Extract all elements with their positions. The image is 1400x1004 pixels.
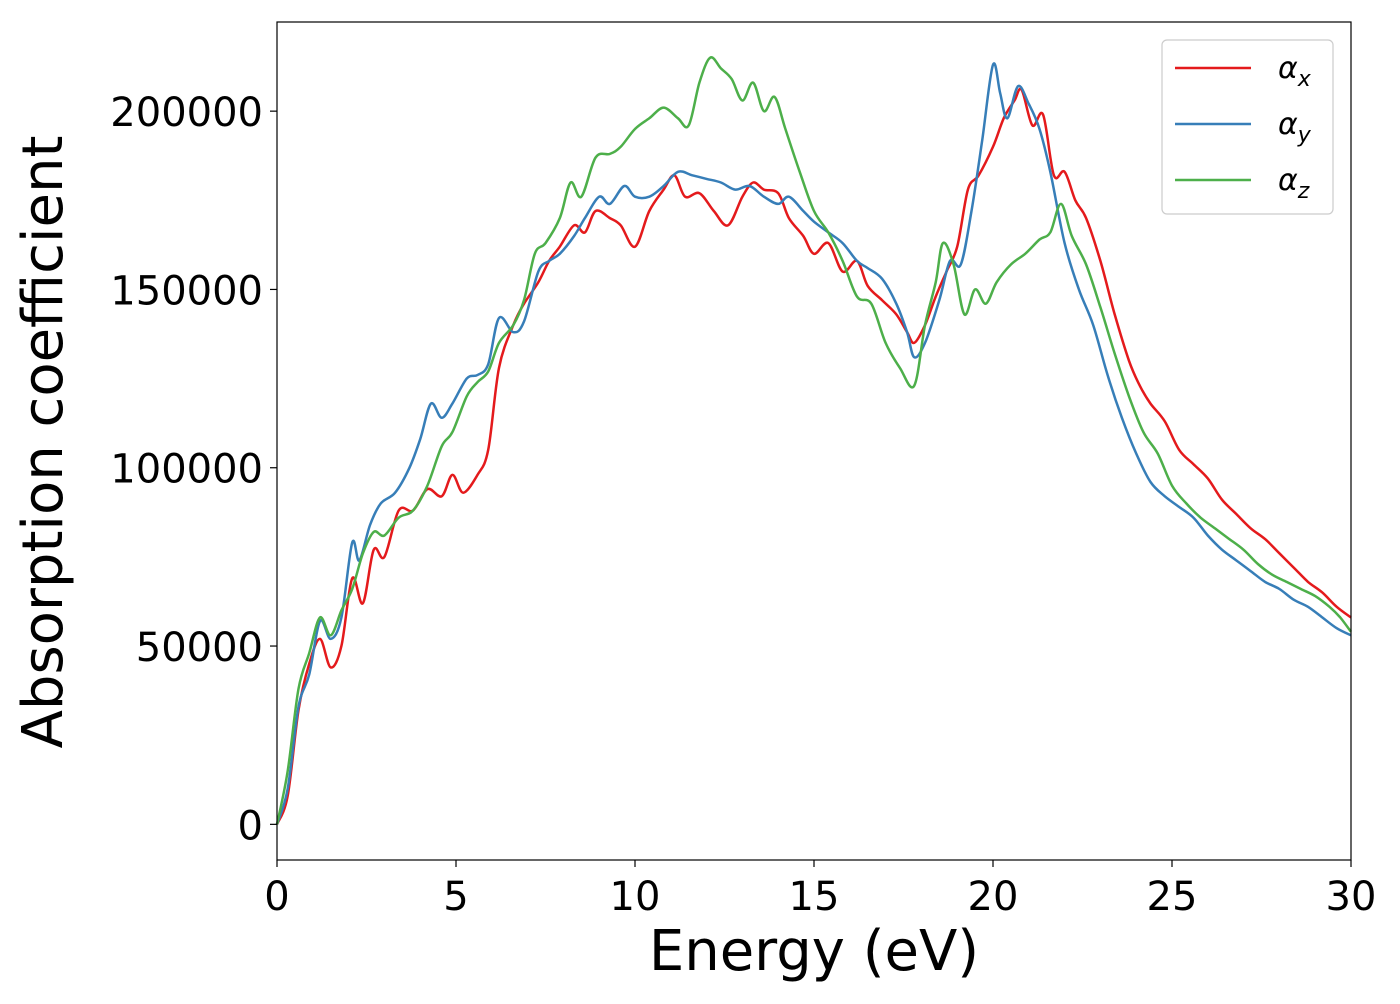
y-axis-ticks: 0 50000 100000 150000 200000 <box>110 90 277 849</box>
y-tick-label: 50000 <box>136 625 263 671</box>
x-tick-label: 30 <box>1326 874 1377 920</box>
x-tick-label: 15 <box>789 874 840 920</box>
y-tick-label: 100000 <box>110 447 263 493</box>
series-line-z <box>275 56 1353 825</box>
legend-box <box>1161 39 1334 215</box>
x-axis-label: Energy (eV) <box>649 919 979 984</box>
x-tick-label: 20 <box>968 874 1019 920</box>
legend-label-z: αz <box>1278 163 1310 204</box>
x-tick-label: 25 <box>1147 874 1198 920</box>
legend-label-y: αy <box>1278 107 1312 148</box>
y-tick-label: 0 <box>238 803 263 849</box>
legend: αx αy αz <box>1161 39 1334 215</box>
x-tick-label: 5 <box>443 874 468 920</box>
y-axis-label: Absorption coefficient <box>11 136 76 749</box>
x-tick-label: 10 <box>610 874 661 920</box>
y-tick-label: 150000 <box>110 268 263 314</box>
legend-entries: αx αy αz <box>1175 51 1312 204</box>
series-line-x <box>275 87 1352 825</box>
series-line-y <box>275 62 1352 825</box>
plot-lines <box>275 56 1353 825</box>
x-axis-ticks: 0 5 10 15 20 25 30 <box>264 860 1376 920</box>
x-tick-label: 0 <box>264 874 289 920</box>
legend-label-x: αx <box>1278 51 1312 92</box>
y-tick-label: 200000 <box>110 90 263 136</box>
